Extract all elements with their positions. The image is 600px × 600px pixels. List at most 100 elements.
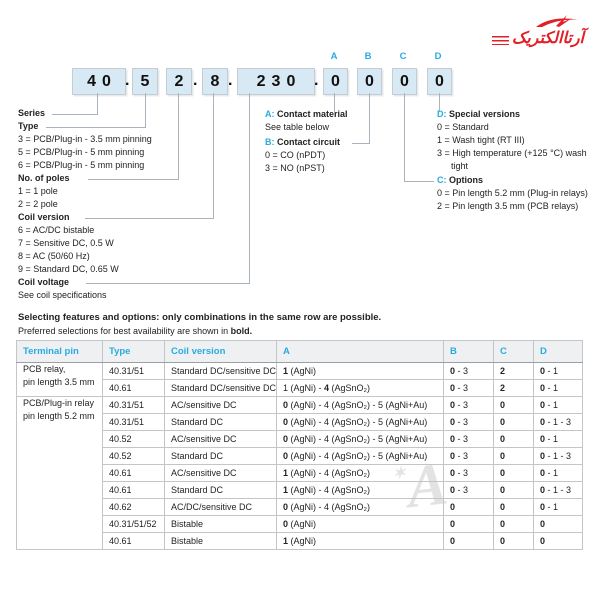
table-cell: 0 - 1 - 3 [533,481,583,499]
connector-line-poles [88,93,179,180]
option-line: See table below [265,122,330,132]
table-cell: 40.31/51 [102,362,165,380]
option-line: 6 = PCB/Plug-in - 5 mm pinning [18,160,145,170]
table-cell: 1 (AgNi) - 4 (AgSnO₂) [276,464,444,482]
table-cell: 0 - 1 - 3 [533,447,583,465]
table-cell: 0 (AgNi) [276,515,444,533]
ordering-table: Terminal pin Type Coil version A B C D PCB rel… [16,340,583,550]
callout-heading: A: Contact material [265,108,348,121]
callout-letter: B: [265,137,275,147]
table-cell: AC/sensitive DC [164,430,277,448]
callout-letter: A: [265,109,275,119]
code-dot: . [228,72,233,89]
connector-line-d [439,93,440,112]
table-row: 40.61 Standard DC/sensitive DC 1 (AgNi) - … [17,379,583,397]
table-cell: 0 - 3 [443,481,494,499]
logo-text: آرتاالکتریک [491,30,584,48]
table-cell: Bistable [164,532,277,550]
table-cell: 0 [493,515,534,533]
table-cell: 0 (AgNi) - 4 (AgSnO₂) [276,498,444,516]
callout-title: Special versions [449,109,521,119]
marker-c: C [399,51,407,62]
option-line: 6 = AC/DC bistable [18,225,95,235]
connector-line-type [46,93,146,128]
table-cell: 40.31/51 [102,396,165,414]
table-cell: 0 (AgNi) - 4 (AgSnO₂) - 5 (AgNi+Au) [276,430,444,448]
table-cell: 0 [493,464,534,482]
code-dot: . [125,72,130,89]
code-box-coil-version: 8 [202,68,228,95]
column-header: Terminal pin [16,340,103,363]
table-cell: 1 (AgNi) - 4 (AgSnO₂) [276,379,444,397]
option-line: 0 = CO (nPDT) [265,150,326,160]
option-line: 3 = High temperature (+125 °C) wash [437,148,587,158]
callout-title: Contact circuit [277,137,341,147]
connector-line-b [352,93,370,144]
option-line: 1 = Wash tight (RT III) [437,135,525,145]
table-cell: 0 [493,498,534,516]
table-cell: Standard DC [164,447,277,465]
table-cell: Standard DC/sensitive DC [164,362,277,380]
table-cell: 40.52 [102,447,165,465]
option-line: 7 = Sensitive DC, 0.5 W [18,238,114,248]
table-cell: 40.61 [102,464,165,482]
table-cell: 0 [493,396,534,414]
option-line: 0 = Standard [437,122,489,132]
table-cell: 0 [493,413,534,431]
table-cell: 0 [533,515,583,533]
section-title-coil-version: Coil version [18,212,70,222]
table-cell: 1 (AgNi) [276,362,444,380]
company-logo: آرتاالکتریک [474,14,584,48]
table-cell: 40.61 [102,481,165,499]
option-line: tight [451,161,469,171]
table-cell: 0 [493,447,534,465]
code-box-type: 5 [132,68,158,95]
table-cell: 1 (AgNi) [276,532,444,550]
table-cell: Standard DC [164,413,277,431]
callout-special-versions: D: Special versions 0 = Standard 1 = Was… [437,108,587,173]
table-cell: Bistable [164,515,277,533]
code-dot: . [314,72,319,89]
table-cell: 0 - 1 [533,464,583,482]
lightning-bolt-icon [536,15,578,27]
callout-letter: D: [437,109,447,119]
option-line: 5 = PCB/Plug-in - 5 mm pinning [18,147,145,157]
table-cell: AC/sensitive DC [164,464,277,482]
code-box-contact-material: 0 [323,68,348,95]
callout-options: C: Options 0 = Pin length 5.2 mm (Plug-i… [437,174,588,213]
marker-a: A [330,51,338,62]
table-cell: 0 - 3 [443,413,494,431]
table-row: PCB/Plug-in relay pin length 5.2 mm 40.31/… [16,396,583,550]
callout-letter: C: [437,175,447,185]
marker-b: B [364,51,372,62]
table-row: 40.61 Standard DC 1 (AgNi) - 4 (AgSnO₂) 0 -… [17,481,583,499]
left-legend-column: Series Type 3 = PCB/Plug-in - 3.5 mm pin… [18,107,152,302]
section-title-type: Type [18,121,39,131]
table-cell: 0 - 1 [533,430,583,448]
table-cell: 0 - 3 [443,379,494,397]
section-title-series: Series [18,108,46,118]
option-line: 8 = AC (50/60 Hz) [18,251,90,261]
table-cell: 0 - 3 [443,396,494,414]
column-header: C [493,340,534,363]
table-cell: 0 - 1 [533,498,583,516]
table-cell: 0 (AgNi) - 4 (AgSnO₂) - 5 (AgNi+Au) [276,447,444,465]
code-box-coil-voltage: 230 [237,68,315,95]
table-row: 40.52 Standard DC 0 (AgNi) - 4 (AgSnO₂) - … [17,447,583,465]
connector-line-c [404,93,434,182]
table-cell: 40.62 [102,498,165,516]
column-header: D [533,340,583,363]
table-row: 40.31/51 Standard DC 0 (AgNi) - 4 (AgSnO₂)… [17,413,583,431]
callout-title: Contact material [277,109,348,119]
option-line: 2 = 2 pole [18,199,58,209]
table-cell: 0 - 3 [443,447,494,465]
connector-line-a [334,93,335,112]
terminal-pin-cell: PCB/Plug-in relay pin length 5.2 mm [16,396,103,550]
connector-line-series [52,93,98,115]
option-line: 3 = PCB/Plug-in - 3.5 mm pinning [18,134,152,144]
table-cell: AC/sensitive DC [164,396,277,414]
table-cell: 2 [493,362,534,380]
connector-line-coil-voltage [86,93,250,284]
column-header: B [443,340,494,363]
